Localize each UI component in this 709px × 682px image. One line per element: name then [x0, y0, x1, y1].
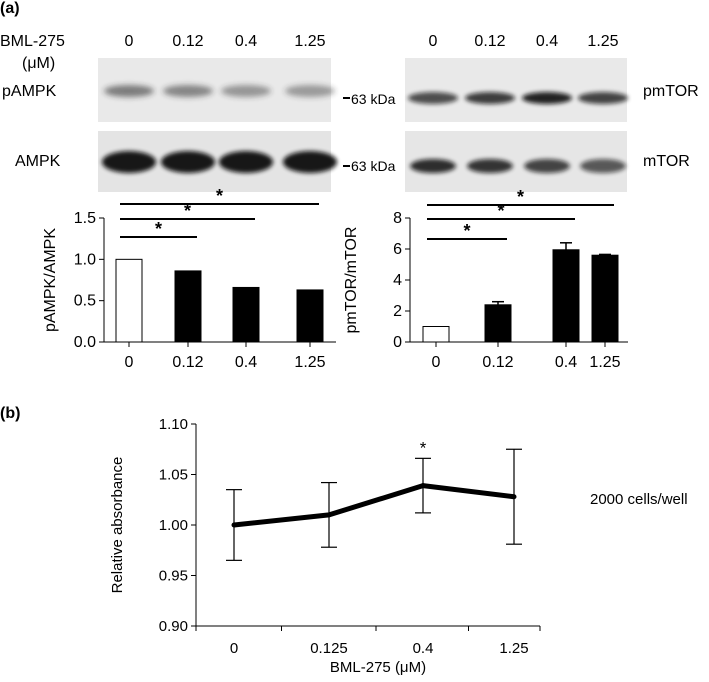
- bar: [552, 249, 580, 343]
- mtor-band: [580, 159, 626, 173]
- x-tick-label: 1.25: [589, 354, 620, 371]
- x-tick-label: 1.25: [499, 640, 528, 657]
- ampk-label: AMPK: [15, 153, 61, 170]
- y-tick-label: 1.05: [159, 467, 188, 484]
- pampk-band: [163, 85, 213, 97]
- panel-a-label: (a): [0, 0, 20, 17]
- chart-pampk-ampk: 0.0 0.5 1.0 1.5 0 0.12 0.4 1.25 pAMPK/AMPK * * *: [42, 186, 336, 371]
- x-tick-label: 0.4: [235, 354, 257, 371]
- y-tick-label: 1.00: [159, 517, 188, 534]
- pmtor-blot: [405, 58, 627, 122]
- data-point: [420, 483, 426, 489]
- y-tick-label: 1.0: [74, 251, 96, 268]
- y-axis-label: Relative absorbance: [109, 457, 126, 594]
- x-tick-label: 0: [125, 354, 134, 371]
- ampk-band: [161, 151, 215, 173]
- pmtor-band: [578, 92, 628, 104]
- y-tick-label: 1.10: [159, 416, 188, 433]
- x-tick-label: 0.12: [172, 354, 203, 371]
- y-tick-label: 1.5: [74, 210, 96, 227]
- ampk-band: [283, 151, 337, 173]
- y-tick-label: 2: [393, 303, 402, 320]
- bar: [115, 258, 143, 343]
- pampk-label: pAMPK: [2, 83, 57, 100]
- significance-star: *: [517, 187, 524, 207]
- mtor-band: [410, 159, 456, 173]
- lane-label: 0.4: [235, 33, 257, 50]
- lane-label: 0.4: [536, 33, 558, 50]
- mtor-band: [524, 159, 570, 173]
- x-tick-label: 0.125: [310, 640, 348, 657]
- marker-63kda-bottom: 63 kDa: [351, 158, 396, 174]
- panel-b-label: (b): [0, 405, 20, 422]
- y-axis-label: pAMPK/AMPK: [42, 228, 59, 332]
- bar: [591, 254, 619, 343]
- cells-per-well-annotation: 2000 cells/well: [590, 491, 688, 508]
- pampk-band: [221, 85, 271, 97]
- significance-star: *: [216, 186, 223, 206]
- pampk-band: [104, 85, 154, 97]
- data-point: [326, 512, 332, 518]
- pmtor-band: [522, 92, 572, 104]
- bar: [422, 326, 450, 343]
- data-point: [231, 522, 237, 528]
- x-tick-label: 0: [432, 354, 441, 371]
- pampk-band: [285, 85, 335, 97]
- pmtor-band: [408, 92, 458, 104]
- mtor-label: mTOR: [643, 153, 690, 170]
- significance-star: *: [155, 219, 162, 239]
- y-tick-label: 8: [393, 210, 402, 227]
- mtor-band: [467, 159, 513, 173]
- y-axis-label: pmTOR/mTOR: [343, 227, 360, 334]
- y-tick-label: 0.0: [74, 334, 96, 351]
- y-tick-label: 0.5: [74, 293, 96, 310]
- chart-pmtor-mtor: 0 2 4 6 8 0 0.12 0.4 1.25 pmTOR/mTOR * * *: [343, 187, 628, 371]
- significance-star: *: [463, 221, 470, 241]
- x-tick-label: 1.25: [294, 354, 325, 371]
- pmtor-label: pmTOR: [643, 83, 699, 100]
- ampk-band: [219, 151, 273, 173]
- x-axis-label: BML-275 (μM): [330, 659, 426, 676]
- y-tick-label: 0.95: [159, 568, 188, 585]
- right-lane-labels: 0 0.12 0.4 1.25: [429, 33, 619, 50]
- bar: [174, 270, 202, 343]
- significance-star: *: [184, 201, 191, 221]
- left-lane-labels: 0 0.12 0.4 1.25: [125, 33, 326, 50]
- y-tick-label: 0.90: [159, 618, 188, 635]
- significance-star: *: [497, 201, 504, 221]
- ampk-band: [102, 151, 156, 173]
- lane-label: 0: [429, 33, 438, 50]
- x-tick-label: 0.4: [413, 640, 434, 657]
- lane-label: 1.25: [294, 33, 325, 50]
- pmtor-band: [465, 92, 515, 104]
- lane-label: 0.12: [172, 33, 203, 50]
- y-tick-label: 0: [393, 334, 402, 351]
- bar: [232, 286, 260, 343]
- chart-relative-absorbance: 0.90 0.95 1.00 1.05 1.10 0 0.125 0.4 1.25 * Relati…: [109, 416, 541, 676]
- y-tick-label: 4: [393, 272, 402, 289]
- x-tick-label: 0.4: [555, 354, 577, 371]
- x-tick-label: 0: [230, 640, 238, 657]
- significance-star: *: [420, 438, 427, 457]
- bar: [484, 304, 512, 343]
- data-point: [511, 494, 517, 500]
- absorbance-line: [233, 483, 515, 528]
- concentration-header: BML-275: [0, 33, 65, 50]
- lane-label: 0: [125, 33, 134, 50]
- bar: [296, 289, 324, 343]
- lane-label: 0.12: [474, 33, 505, 50]
- marker-63kda-top: 63 kDa: [351, 91, 396, 107]
- lane-label: 1.25: [587, 33, 618, 50]
- y-tick-label: 6: [393, 241, 402, 258]
- concentration-unit: (μM): [22, 55, 55, 72]
- western-blots: pAMPK AMPK pmTOR mTOR 63 kDa 63 kDa: [2, 58, 699, 192]
- x-tick-label: 0.12: [482, 354, 513, 371]
